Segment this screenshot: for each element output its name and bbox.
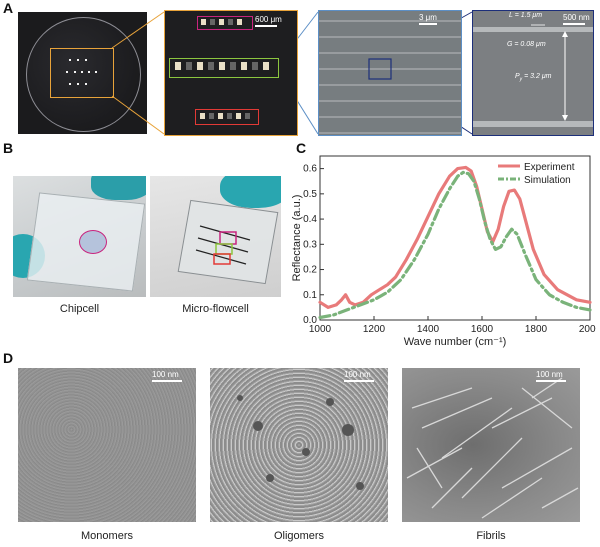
dimension-arrows: [531, 24, 568, 121]
py-value: = 3.2 μm: [522, 73, 552, 80]
x-tick-label: 1800: [525, 324, 548, 335]
py-subscript: y: [519, 76, 523, 83]
tem-monomers-image: 100 nm: [18, 368, 196, 522]
grating-sem-image: 3 μm: [318, 10, 462, 136]
y-tick-label: 0.5: [303, 189, 317, 200]
wafer-disc: [26, 17, 141, 132]
caption-monomers: Monomers: [81, 530, 133, 542]
x-axis-label: Wave number (cm⁻¹): [404, 336, 507, 348]
green-box: [169, 58, 279, 78]
lower-stripe: [473, 121, 593, 127]
tem-oligomers-image: 100 nm: [210, 368, 388, 522]
chipcell-photo: [13, 176, 146, 297]
label-L: L = 1.5 μm: [509, 12, 543, 19]
y-axis-label: Reflectance (a.u.): [291, 195, 303, 282]
panel-label-d: D: [3, 350, 14, 366]
grating-lines: [319, 20, 461, 134]
scale-bar-line: [563, 23, 585, 25]
y-tick-label: 0.2: [303, 265, 317, 276]
panel-label-a: A: [3, 0, 14, 16]
label-G: G = 0.08 μm: [507, 41, 546, 48]
series-line-experiment: [318, 165, 592, 309]
scale-bar-line: [344, 380, 374, 382]
scale-bar-100nm-3: 100 nm: [536, 370, 566, 382]
py-symbol: P: [515, 73, 520, 80]
scale-bar-label: 100 nm: [536, 370, 563, 379]
caption-oligomers: Oligomers: [273, 530, 325, 542]
label-Py: Py = 3.2 μm: [515, 73, 552, 82]
y-tick-label: 0.0: [303, 315, 317, 326]
x-tick-label: 1400: [417, 324, 440, 335]
tem-fibrils-image: 100 nm: [402, 368, 580, 522]
micro-flowcell-photo: [150, 176, 281, 297]
scale-bar-600um: 600 μm: [255, 15, 282, 27]
chip-sensor-pads: [175, 19, 269, 119]
oligomer-specks: [237, 395, 364, 490]
upper-stripe: [473, 27, 593, 32]
x-tick-label: 1200: [363, 324, 386, 335]
y-tick-label: 0.1: [303, 290, 317, 301]
scale-bar-line: [255, 25, 277, 27]
scale-bar-line: [536, 380, 566, 382]
scale-bar-line: [152, 380, 182, 382]
nanogap-sem-image: L = 1.5 μm G = 0.08 μm Py = 3.2 μm 500 n…: [472, 10, 594, 136]
scale-bar-100nm-1: 100 nm: [152, 370, 182, 382]
scale-bar-line: [419, 23, 437, 25]
scale-bar-label: 3 μm: [419, 13, 437, 22]
y-tick-label: 0.4: [303, 214, 317, 225]
panel-label-c: C: [296, 140, 307, 156]
x-tick-label: 1000: [309, 324, 332, 335]
glove-right: [220, 176, 281, 208]
panel-label-b: B: [3, 140, 14, 156]
caption-micro-flowcell: Micro-flowcell: [182, 303, 249, 315]
y-tick-label: 0.3: [303, 239, 317, 250]
flow-channels: [195, 225, 251, 265]
wafer-highlight-box: [50, 48, 114, 98]
scale-bar-label: 500 nm: [563, 13, 590, 22]
chip-spot: [79, 230, 107, 254]
x-tick-label: 1600: [471, 324, 494, 335]
legend-label-experiment: Experiment: [524, 162, 575, 173]
wafer-sensor-dots: [66, 58, 98, 88]
fibril-strands: [406, 377, 579, 519]
y-tick-label: 0.6: [303, 164, 317, 175]
series-line-simulation: [318, 170, 592, 320]
legend-label-simulation: Simulation: [524, 175, 571, 186]
magenta-box: [197, 16, 253, 30]
caption-fibrils: Fibrils: [476, 530, 506, 542]
plot-frame: [319, 155, 591, 321]
red-box: [195, 109, 259, 125]
scale-bar-label: 600 μm: [255, 15, 282, 24]
wafer-image: [18, 12, 147, 134]
scale-bar-label: 100 nm: [344, 370, 371, 379]
chip-zoom-image: 600 μm: [164, 10, 298, 136]
scale-bar-500nm: 500 nm: [563, 13, 590, 25]
caption-chipcell: Chipcell: [59, 303, 100, 315]
glove-top: [91, 176, 146, 200]
scale-bar-100nm-2: 100 nm: [344, 370, 374, 382]
scale-bar-label: 100 nm: [152, 370, 179, 379]
scale-bar-3um: 3 μm: [419, 13, 437, 25]
